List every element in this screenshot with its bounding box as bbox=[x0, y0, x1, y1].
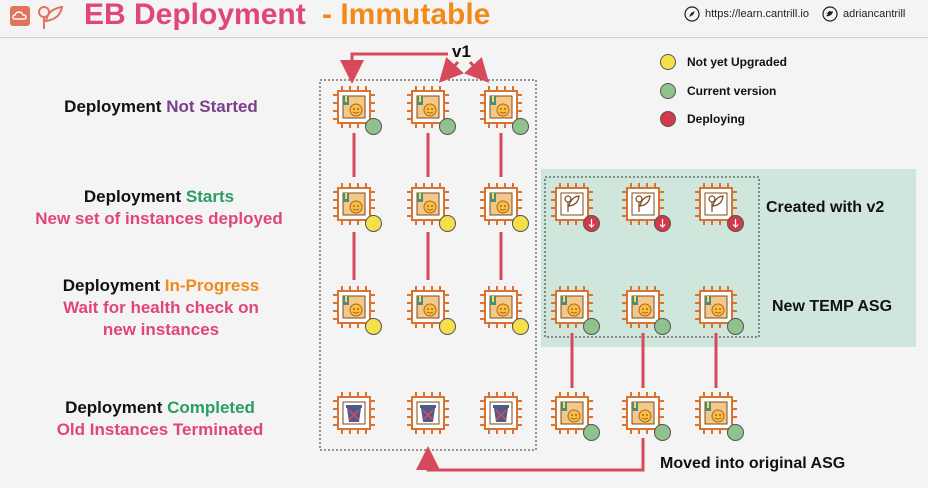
instance-moved-2-chip-icon bbox=[620, 390, 666, 436]
instance-temp-2-deploying-status-badge bbox=[654, 215, 671, 232]
created-with-v2-label: Created with v2 bbox=[766, 199, 885, 216]
twitter-handle[interactable]: adriancantrill bbox=[843, 8, 906, 20]
instance-temp-3-deploying-chip-icon bbox=[693, 181, 739, 227]
legend-dot-deploying bbox=[660, 111, 676, 127]
stage-in-progress: Deployment In-Progress Wait for health c… bbox=[62, 276, 260, 339]
instance-temp-2-healthy-status-badge bbox=[654, 318, 671, 335]
instance-moved-3-chip-icon bbox=[693, 390, 739, 436]
instance-original-1-initial-status-badge bbox=[365, 118, 382, 135]
instance-temp-1-deploying-status-badge bbox=[583, 215, 600, 232]
temp-asg-boundary bbox=[544, 176, 760, 338]
instance-original-3-start-status-badge bbox=[512, 215, 529, 232]
instance-original-3-start-chip-icon bbox=[478, 181, 524, 227]
instance-temp-3-deploying-status-badge bbox=[727, 215, 744, 232]
instance-moved-3-status-badge bbox=[727, 424, 744, 441]
instance-original-1-start-chip-icon bbox=[331, 181, 377, 227]
instance-temp-1-deploying-chip-icon bbox=[549, 181, 595, 227]
instance-temp-2-deploying-chip-icon bbox=[620, 181, 666, 227]
legend-dot-not-upgraded bbox=[660, 54, 676, 70]
instance-original-2-start-chip-icon bbox=[405, 181, 451, 227]
instance-temp-1-healthy-chip-icon bbox=[549, 284, 595, 330]
instance-original-3-progress-status-badge bbox=[512, 318, 529, 335]
legend-label-not-upgraded: Not yet Upgraded bbox=[687, 55, 788, 69]
v1-arrows bbox=[340, 52, 490, 84]
instance-original-2-terminated-trash-icon bbox=[405, 390, 451, 436]
stage-completed: Deployment Completed Old Instances Termi… bbox=[56, 398, 264, 439]
instance-original-1-terminated-trash-icon bbox=[331, 390, 377, 436]
instance-moved-2-status-badge bbox=[654, 424, 671, 441]
instance-temp-1-healthy-status-badge bbox=[583, 318, 600, 335]
instance-original-2-initial-chip-icon bbox=[405, 84, 451, 130]
page-title: EB Deployment bbox=[84, 0, 306, 31]
stage-not-started: Deployment Not Started bbox=[64, 97, 258, 116]
instance-original-1-start-status-badge bbox=[365, 215, 382, 232]
moved-back-arrow bbox=[416, 438, 645, 472]
instance-original-2-initial-status-badge bbox=[439, 118, 456, 135]
elastic-beanstalk-leaf-icon bbox=[36, 3, 72, 36]
compass-icon bbox=[684, 6, 700, 27]
instance-original-3-progress-chip-icon bbox=[478, 284, 524, 330]
course-link[interactable]: https://learn.cantrill.io bbox=[705, 8, 809, 20]
legend-dot-current bbox=[660, 83, 676, 99]
instance-original-2-start-status-badge bbox=[439, 215, 456, 232]
page-subtitle: - Immutable bbox=[322, 0, 491, 31]
instance-temp-2-healthy-chip-icon bbox=[620, 284, 666, 330]
instance-temp-3-healthy-status-badge bbox=[727, 318, 744, 335]
instance-temp-3-healthy-chip-icon bbox=[693, 284, 739, 330]
temp-asg-label: New TEMP ASG bbox=[772, 298, 893, 315]
instance-original-3-initial-status-badge bbox=[512, 118, 529, 135]
legend-label-deploying: Deploying bbox=[687, 112, 746, 126]
cloud-logo-icon bbox=[10, 6, 30, 26]
stage-starts: Deployment Starts New set of instances d… bbox=[35, 187, 283, 228]
instance-original-3-initial-chip-icon bbox=[478, 84, 524, 130]
version-v1-label: v1 bbox=[452, 42, 471, 61]
header-divider bbox=[0, 37, 928, 38]
twitter-icon bbox=[822, 6, 838, 27]
moved-into-original-asg-label: Moved into original ASG bbox=[660, 455, 846, 472]
legend-label-current: Current version bbox=[687, 84, 777, 98]
instance-moved-1-chip-icon bbox=[549, 390, 595, 436]
header: EB Deployment - Immutable https://learn.… bbox=[0, 0, 928, 34]
instance-original-2-progress-status-badge bbox=[439, 318, 456, 335]
column-connectors bbox=[352, 133, 718, 388]
instance-original-1-progress-status-badge bbox=[365, 318, 382, 335]
instance-moved-1-status-badge bbox=[583, 424, 600, 441]
instance-original-1-initial-chip-icon bbox=[331, 84, 377, 130]
instance-original-3-terminated-trash-icon bbox=[478, 390, 524, 436]
